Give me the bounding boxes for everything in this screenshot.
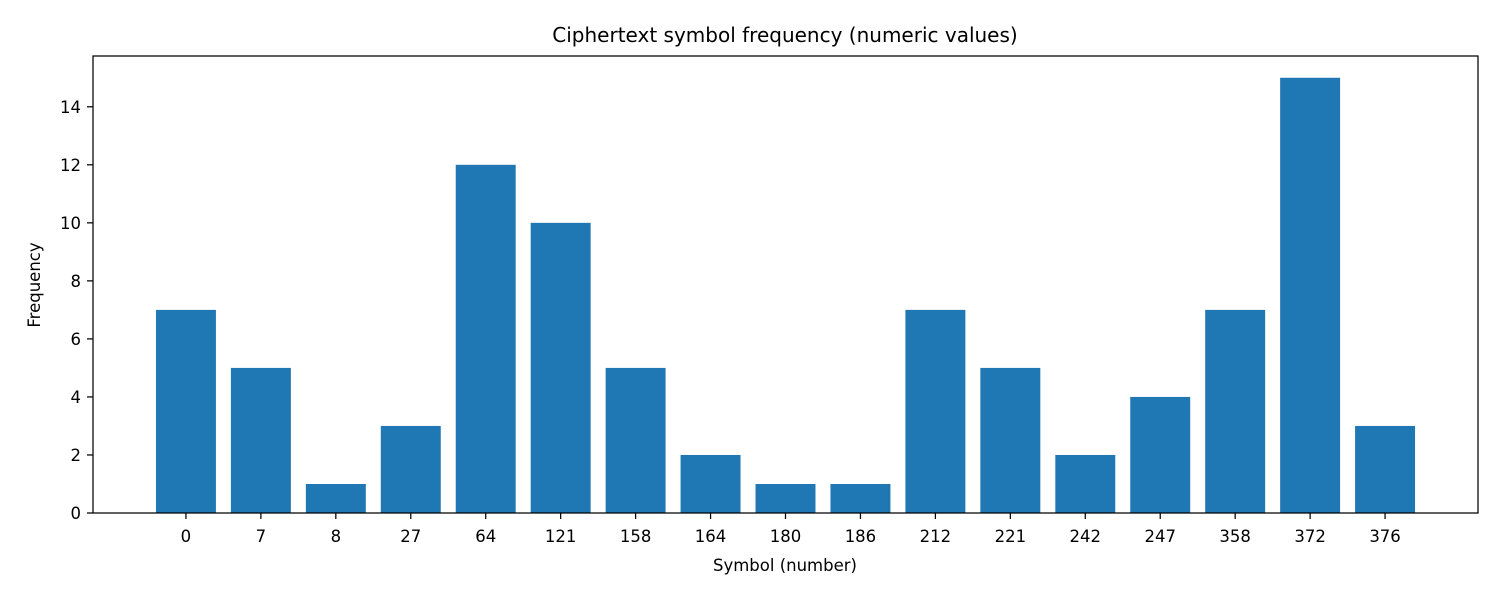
bar-247: [1130, 396, 1191, 513]
bar-7: [230, 367, 291, 513]
bar-0: [155, 309, 216, 513]
x-tick-label-0: 0: [181, 527, 192, 546]
x-tick-label-27: 27: [400, 527, 421, 546]
y-tick-label-0: 0: [71, 504, 82, 523]
x-tick-label-158: 158: [620, 527, 652, 546]
bar-27: [380, 425, 441, 513]
bar-8: [305, 483, 366, 513]
axes-group: 0 7 8 27 64 121 158 164 180 186 212 221 242 247 358 372…: [60, 55, 1479, 546]
x-tick-label-8: 8: [331, 527, 342, 546]
x-tick-label-64: 64: [475, 527, 496, 546]
x-tick-label-212: 212: [920, 527, 952, 546]
bar-242: [1055, 454, 1116, 513]
x-tick-label-242: 242: [1070, 527, 1102, 546]
y-tick-label-4: 4: [71, 388, 82, 407]
y-tick-label-8: 8: [71, 272, 82, 291]
chart-title: Ciphertext symbol frequency (numeric val…: [552, 23, 1017, 47]
y-tick-label-2: 2: [71, 446, 82, 465]
x-tick-label-376: 376: [1369, 527, 1401, 546]
y-tick-label-6: 6: [71, 330, 82, 349]
plot-frame: [92, 55, 1479, 514]
bar-376: [1355, 425, 1416, 513]
y-tick-label-14: 14: [60, 98, 81, 117]
bar-372: [1280, 77, 1341, 513]
y-tick-label-10: 10: [60, 214, 81, 233]
bar-180: [755, 483, 816, 513]
bar-121: [530, 222, 591, 514]
bar-64: [455, 164, 516, 514]
bar-221: [980, 367, 1041, 513]
x-tick-label-221: 221: [995, 527, 1027, 546]
x-tick-label-186: 186: [845, 527, 877, 546]
x-axis-label: Symbol (number): [713, 556, 857, 575]
bar-186: [830, 483, 891, 513]
y-tick-label-12: 12: [60, 156, 81, 175]
x-tick-label-358: 358: [1219, 527, 1251, 546]
x-tick-label-247: 247: [1144, 527, 1176, 546]
bar-358: [1205, 309, 1266, 513]
bar-158: [605, 367, 666, 513]
x-tick-label-121: 121: [545, 527, 577, 546]
y-axis-label: Frequency: [25, 242, 44, 327]
bar-164: [680, 454, 741, 513]
x-tick-label-7: 7: [256, 527, 267, 546]
x-tick-label-180: 180: [770, 527, 802, 546]
x-tick-label-164: 164: [695, 527, 727, 546]
bars-group: [155, 77, 1416, 514]
bar-212: [905, 309, 966, 513]
x-tick-label-372: 372: [1294, 527, 1326, 546]
